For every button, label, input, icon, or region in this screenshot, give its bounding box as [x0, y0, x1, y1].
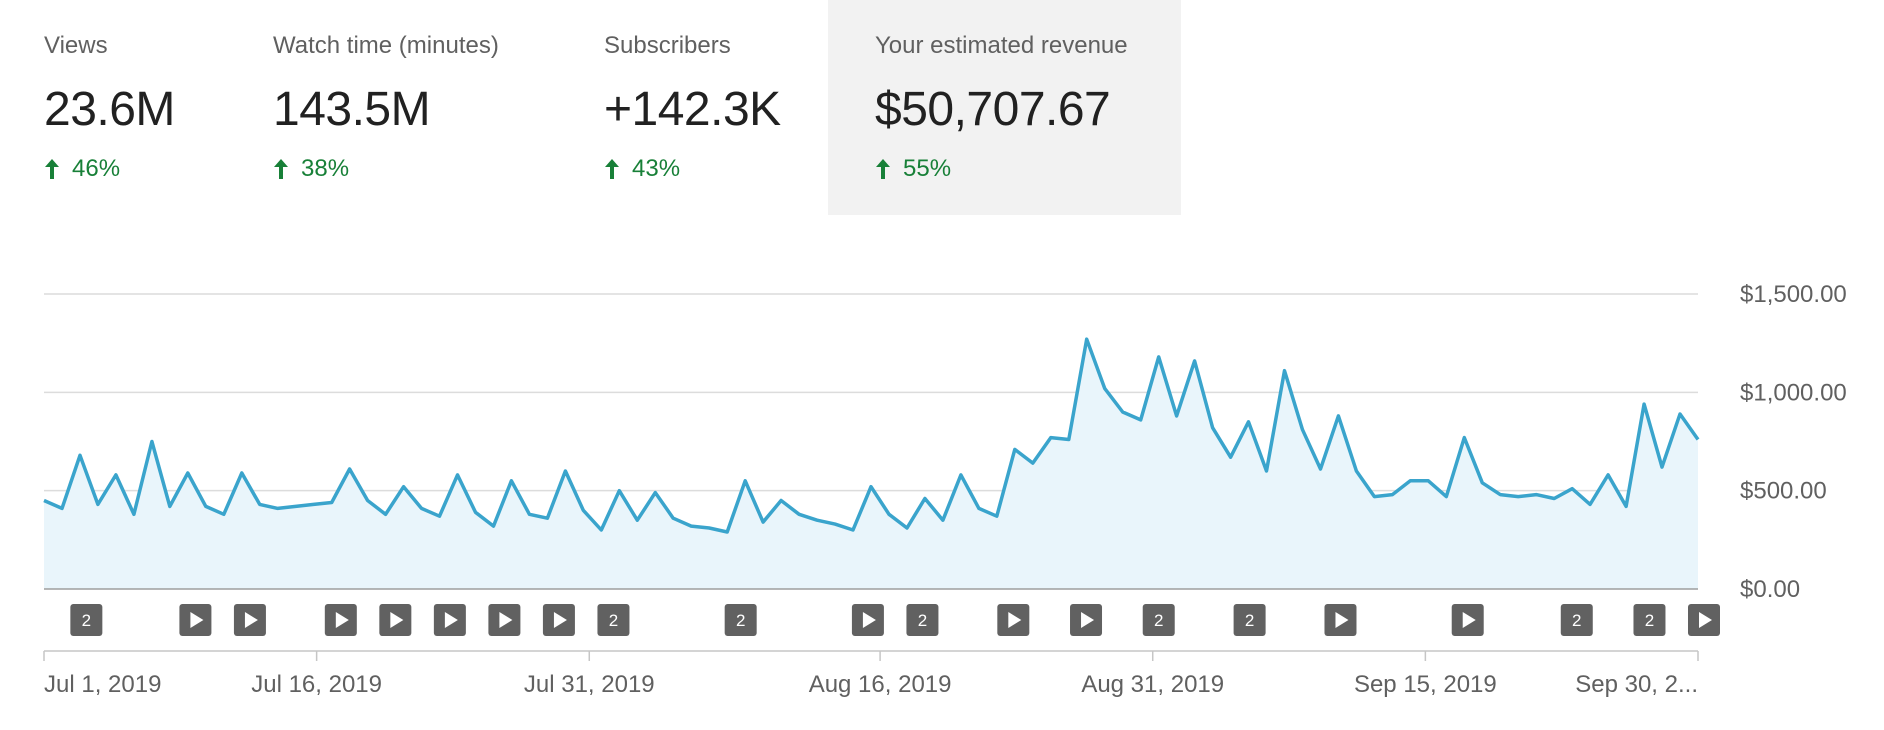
video-marker[interactable] — [233, 604, 266, 636]
video-marker[interactable] — [997, 604, 1030, 636]
arrow-up-icon — [274, 159, 288, 179]
x-tick-label: Sep 30, 2... — [1575, 671, 1698, 698]
play-icon — [390, 612, 404, 628]
y-tick-label: $1,500.00 — [1740, 281, 1847, 308]
metric-label: Views — [44, 32, 108, 59]
video-group-marker[interactable]: 2 — [70, 604, 103, 636]
metric-estimated-revenue[interactable]: Your estimated revenue $50,707.67 55% — [828, 0, 1181, 215]
video-group-marker[interactable]: 2 — [1633, 604, 1666, 636]
metric-change-value: 38% — [301, 155, 350, 182]
play-icon — [1081, 612, 1095, 628]
video-markers: 2 2 2 2 2 2 2 2 — [70, 604, 1720, 636]
metric-value: +142.3K — [604, 83, 781, 136]
video-marker[interactable] — [1324, 604, 1357, 636]
y-tick-label: $0.00 — [1740, 576, 1800, 603]
marker-box — [1233, 604, 1266, 636]
y-axis-ticks: $0.00 $500.00 $1,000.00 $1,500.00 — [1740, 281, 1847, 603]
video-marker[interactable] — [1451, 604, 1484, 636]
metrics-row: Views 23.6M 46% Watch time (minutes) 143… — [0, 0, 1884, 215]
y-tick-label: $500.00 — [1740, 478, 1827, 505]
play-icon — [335, 612, 349, 628]
video-group-marker[interactable]: 2 — [1233, 604, 1266, 636]
arrow-up-icon — [605, 159, 619, 179]
metric-watch-time[interactable]: Watch time (minutes) 143.5M 38% — [273, 0, 553, 215]
play-icon — [1462, 612, 1476, 628]
marker-box — [1560, 604, 1593, 636]
video-group-marker[interactable]: 2 — [1560, 604, 1593, 636]
marker-box — [724, 604, 757, 636]
video-marker[interactable] — [488, 604, 521, 636]
video-group-marker[interactable]: 2 — [906, 604, 939, 636]
video-marker[interactable] — [179, 604, 212, 636]
video-marker[interactable] — [324, 604, 357, 636]
marker-count: 2 — [1154, 611, 1163, 630]
video-marker[interactable] — [851, 604, 884, 636]
x-tick-label: Aug 31, 2019 — [1081, 671, 1224, 698]
x-tick-label: Jul 1, 2019 — [44, 671, 161, 698]
metric-change: 55% — [875, 155, 1181, 183]
area-fill — [44, 339, 1698, 589]
metric-value: $50,707.67 — [875, 83, 1111, 136]
marker-count: 2 — [1645, 611, 1654, 630]
play-icon — [1699, 612, 1712, 628]
metric-value: 143.5M — [273, 83, 431, 136]
video-marker[interactable] — [1070, 604, 1103, 636]
metric-change-value: 43% — [632, 155, 681, 182]
video-group-marker[interactable]: 2 — [1142, 604, 1175, 636]
video-marker[interactable] — [379, 604, 412, 636]
video-marker[interactable] — [1688, 604, 1720, 636]
marker-count: 2 — [918, 611, 927, 630]
x-tick-label: Aug 16, 2019 — [809, 671, 952, 698]
marker-count: 2 — [82, 611, 91, 630]
gridlines — [44, 293, 1698, 492]
play-icon — [499, 612, 513, 628]
metric-change-value: 55% — [903, 155, 952, 182]
metric-change: 46% — [44, 155, 264, 183]
metric-change-value: 46% — [72, 155, 121, 182]
arrow-up-icon — [876, 159, 890, 179]
metric-change: 38% — [273, 155, 553, 183]
play-icon — [190, 612, 204, 628]
play-icon — [244, 612, 258, 628]
play-icon — [862, 612, 876, 628]
y-tick-label: $1,000.00 — [1740, 379, 1847, 406]
marker-count: 2 — [1572, 611, 1581, 630]
play-icon — [1335, 612, 1349, 628]
marker-box — [906, 604, 939, 636]
marker-box — [597, 604, 630, 636]
play-icon — [553, 612, 567, 628]
x-tick-label: Sep 15, 2019 — [1354, 671, 1497, 698]
marker-box — [70, 604, 103, 636]
metric-label: Watch time (minutes) — [273, 32, 499, 59]
x-tick-label: Jul 31, 2019 — [524, 671, 655, 698]
arrow-up-icon — [45, 159, 59, 179]
marker-box — [1633, 604, 1666, 636]
video-group-marker[interactable]: 2 — [724, 604, 757, 636]
x-tick-label: Jul 16, 2019 — [251, 671, 382, 698]
metric-subscribers[interactable]: Subscribers +142.3K 43% — [604, 0, 824, 215]
marker-count: 2 — [609, 611, 618, 630]
metric-change: 43% — [604, 155, 824, 183]
video-group-marker[interactable]: 2 — [597, 604, 630, 636]
marker-box — [1142, 604, 1175, 636]
marker-count: 2 — [736, 611, 745, 630]
metric-label: Your estimated revenue — [875, 32, 1128, 59]
metric-label: Subscribers — [604, 32, 731, 59]
marker-count: 2 — [1245, 611, 1254, 630]
revenue-line — [43, 337, 1700, 534]
x-axis-ticks: Jul 1, 2019 Jul 16, 2019 Jul 31, 2019 Aug 1… — [43, 651, 1699, 698]
video-marker[interactable] — [433, 604, 466, 636]
metric-views[interactable]: Views 23.6M 46% — [44, 0, 264, 215]
play-icon — [1008, 612, 1022, 628]
play-icon — [444, 612, 458, 628]
video-marker[interactable] — [542, 604, 575, 636]
metric-value: 23.6M — [44, 83, 175, 136]
